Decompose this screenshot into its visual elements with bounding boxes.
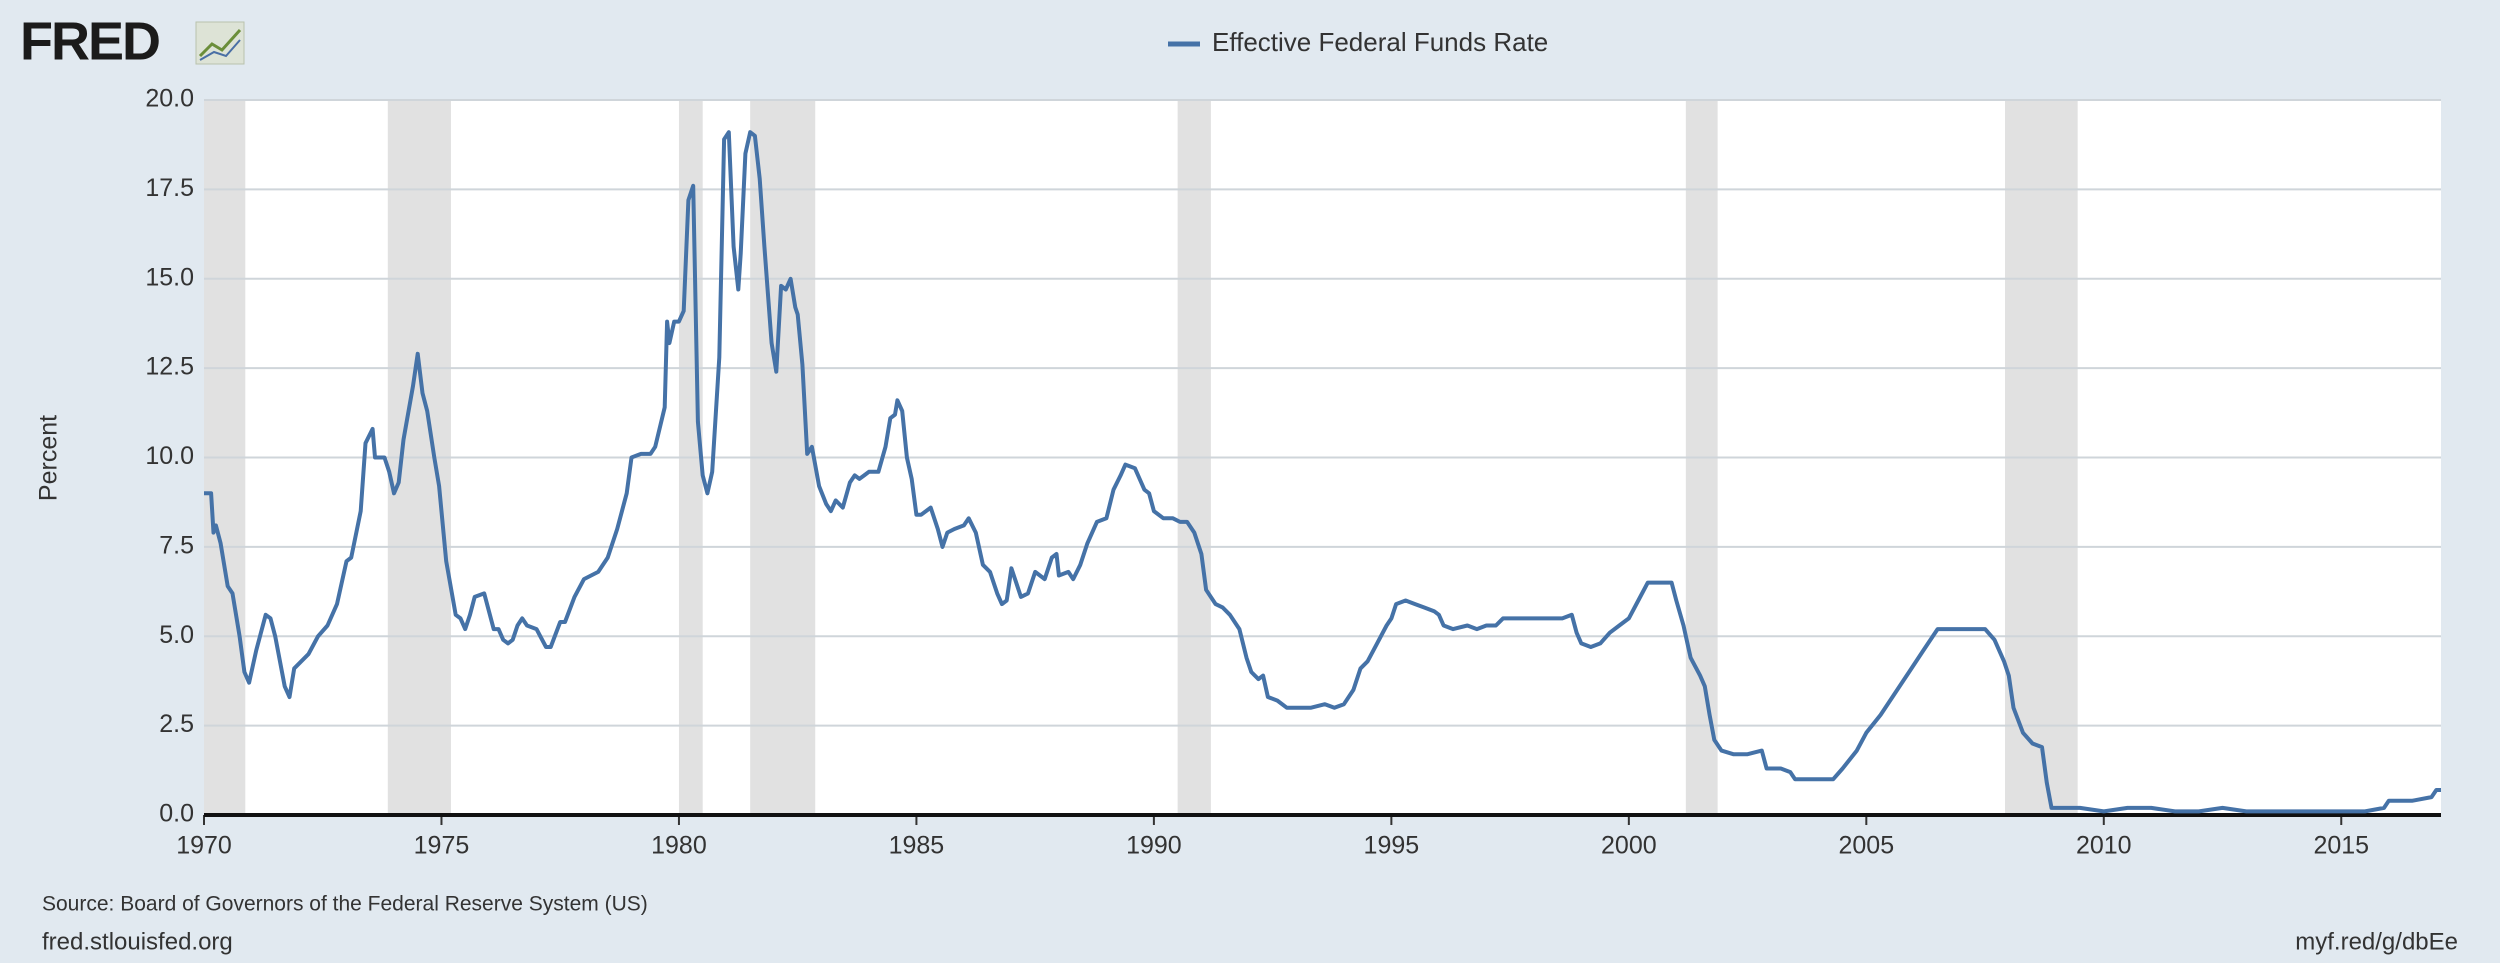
- y-axis-label: Percent: [35, 415, 63, 501]
- x-tick-label: 2000: [1601, 832, 1657, 860]
- y-tick-label: 15.0: [145, 263, 194, 291]
- data-line: [204, 130, 2441, 814]
- y-tick-label: 12.5: [145, 353, 194, 381]
- x-tick-label: 2010: [2076, 832, 2132, 860]
- y-tick-label: 0.0: [159, 800, 194, 828]
- source-note: Source: Board of Governors of the Federa…: [42, 893, 648, 916]
- y-tick-label: 7.5: [159, 531, 194, 559]
- logo: FRED: [20, 11, 159, 71]
- x-tick-label: 1985: [889, 832, 945, 860]
- short-url: myf.red/g/dbEe: [2295, 928, 2458, 955]
- y-tick-label: 17.5: [145, 174, 194, 202]
- x-tick-label: 2015: [2313, 832, 2369, 860]
- y-tick-label: 2.5: [159, 710, 194, 738]
- x-tick-label: 1975: [414, 832, 470, 860]
- x-tick-label: 1995: [1364, 832, 1420, 860]
- x-tick-label: 1970: [176, 832, 232, 860]
- y-tick-label: 20.0: [145, 85, 194, 113]
- x-tick-label: 2005: [1839, 832, 1895, 860]
- logo-icon: [195, 21, 245, 65]
- y-tick-label: 5.0: [159, 621, 194, 649]
- x-tick-label: 1990: [1126, 832, 1182, 860]
- site-link: fred.stlouisfed.org: [42, 928, 233, 955]
- y-tick-label: 10.0: [145, 442, 194, 470]
- x-tick-label: 1980: [651, 832, 707, 860]
- legend-label: Effective Federal Funds Rate: [1212, 27, 1548, 57]
